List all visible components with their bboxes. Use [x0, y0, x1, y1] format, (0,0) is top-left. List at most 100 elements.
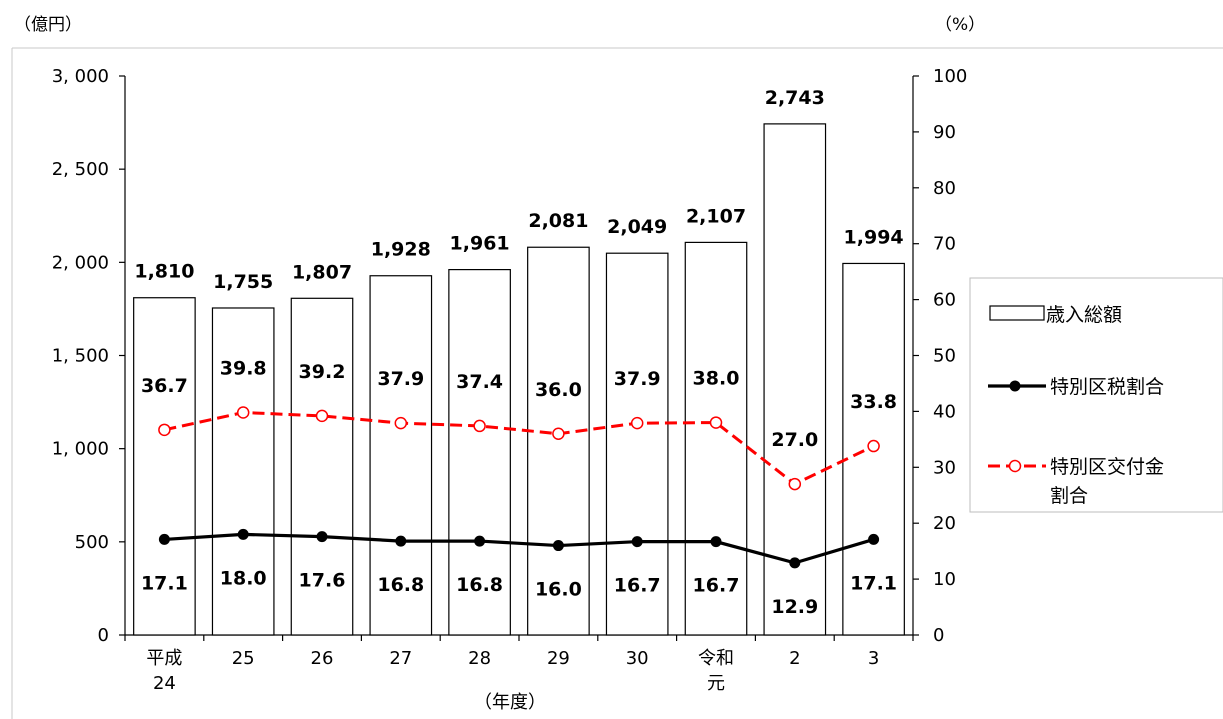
- legend-marker-red: [1008, 459, 1022, 473]
- line-black-point: [868, 533, 880, 545]
- line-black-point: [237, 528, 249, 540]
- line-black-point: [789, 557, 801, 569]
- line-black-point: [158, 533, 170, 545]
- y-left-tick-label: 500: [75, 532, 109, 553]
- y-left-tick-label: 0: [98, 625, 109, 646]
- line-red-point: [158, 423, 171, 437]
- line-red-point: [788, 477, 802, 491]
- y-right-tick-label: 100: [933, 66, 967, 87]
- x-tick-label: 2: [789, 648, 800, 669]
- x-tick-label: 29: [547, 648, 570, 669]
- y-right-tick-label: 50: [933, 346, 956, 367]
- x-tick-label: 28: [468, 648, 491, 669]
- line-black-data-label: 16.8: [456, 574, 503, 596]
- line-black-point: [552, 540, 564, 552]
- line-red-point: [630, 416, 644, 430]
- line-black-data-label: 17.6: [299, 570, 346, 592]
- line-series: [158, 406, 880, 569]
- y-left-tick-label: 1, 000: [52, 439, 109, 460]
- x-tick-label: 3: [868, 648, 879, 669]
- chart-border: [11, 47, 1223, 719]
- bar-data-label: 1,961: [450, 233, 510, 255]
- legend: 歳入総額 特別区税割合 特別区交付金 割合: [969, 277, 1223, 513]
- bar: [211, 307, 275, 636]
- line-red-data-label: 37.4: [456, 371, 503, 393]
- bar: [448, 269, 511, 636]
- legend-label-line2-b: 割合: [1050, 485, 1088, 507]
- line-black-point: [710, 536, 722, 548]
- bar-data-label: 2,107: [686, 205, 746, 227]
- y-right-tick-label: 0: [933, 625, 944, 646]
- legend-marker-black: [1009, 380, 1021, 392]
- y-right-tick-label: 10: [933, 569, 956, 590]
- y-right-unit: （%）: [935, 15, 985, 35]
- line-black-data-label: 16.0: [535, 579, 582, 601]
- y-right-tick-label: 40: [933, 401, 956, 422]
- legend-bar-swatch: [989, 305, 1045, 321]
- x-tick-label: 平成: [146, 648, 182, 669]
- legend-label-bar: 歳入総額: [1046, 304, 1122, 326]
- line-red-data-label: 36.7: [141, 375, 188, 397]
- line-red-point: [552, 427, 565, 441]
- y-left-tick-label: 2, 000: [52, 252, 109, 273]
- legend-label-line2-a: 特別区交付金: [1050, 456, 1164, 478]
- line-red-point: [867, 439, 880, 453]
- line-black-data-label: 17.1: [850, 572, 897, 594]
- y-right-tick-label: 90: [933, 122, 956, 143]
- line-black-point: [631, 536, 643, 548]
- y-left-tick-label: 2, 500: [52, 159, 109, 180]
- bar: [290, 297, 354, 636]
- line-red-data-label: 33.8: [850, 391, 897, 413]
- bar-data-label: 2,049: [607, 216, 667, 238]
- bar-data-label: 2,743: [765, 87, 825, 109]
- line-black-path: [164, 532, 875, 565]
- bar-data-label: 1,994: [844, 226, 904, 248]
- line-red-data-label: 37.9: [614, 368, 661, 390]
- x-tick-label: 24: [153, 673, 176, 694]
- line-red-data-label: 37.9: [377, 368, 424, 390]
- line-red-data-label: 36.0: [535, 379, 582, 401]
- y-right-tick-label: 20: [933, 513, 956, 534]
- line-black-point: [316, 531, 328, 543]
- y-left-tick-label: 3, 000: [52, 66, 109, 87]
- legend-label-line1: 特別区税割合: [1050, 376, 1164, 398]
- axes: 0 500 1, 000 1, 500 2, 000 2, 500 3, 000 0 10 20 3…: [52, 66, 968, 694]
- x-tick-label: 元: [707, 673, 725, 694]
- x-tick-label: 30: [626, 648, 649, 669]
- bar: [763, 123, 827, 636]
- bar: [527, 246, 590, 636]
- line-black-data-label: 16.7: [693, 575, 740, 597]
- y-left-tick-label: 1, 500: [52, 346, 109, 367]
- line-black-data-label: 18.0: [220, 567, 267, 589]
- bar: [605, 252, 669, 636]
- line-black-data-label: 16.8: [377, 574, 424, 596]
- y-right-tick-label: 30: [933, 457, 956, 478]
- line-red-data-label: 27.0: [771, 429, 818, 451]
- bar: [369, 275, 433, 636]
- line-black-data-label: 17.1: [141, 572, 188, 594]
- line-red-path: [164, 411, 875, 486]
- line-red-data-label: 39.8: [220, 358, 267, 380]
- y-right-tick-label: 80: [933, 178, 956, 199]
- line-red-point: [473, 419, 486, 433]
- bar-data-label: 1,755: [213, 271, 273, 293]
- line-red-point: [315, 409, 329, 423]
- bar-data-label: 2,081: [528, 210, 588, 232]
- line-red-point: [236, 406, 250, 419]
- line-black-data-label: 16.7: [614, 575, 661, 597]
- bar-data-label: 1,807: [292, 261, 352, 283]
- line-red-data-label: 38.0: [693, 368, 740, 390]
- x-tick-label: 25: [232, 648, 255, 669]
- x-axis-label: （年度）: [474, 692, 546, 713]
- line-black-data-label: 12.9: [771, 596, 818, 618]
- x-tick-label: 26: [311, 648, 334, 669]
- line-black-point: [474, 535, 486, 547]
- line-black-point: [395, 535, 407, 547]
- y-right-tick-label: 60: [933, 290, 956, 311]
- x-tick-label: 27: [389, 648, 412, 669]
- line-red-point: [394, 416, 408, 430]
- y-left-unit: （億円）: [14, 15, 82, 35]
- bar-data-label: 1,810: [134, 261, 194, 283]
- bar: [133, 297, 196, 636]
